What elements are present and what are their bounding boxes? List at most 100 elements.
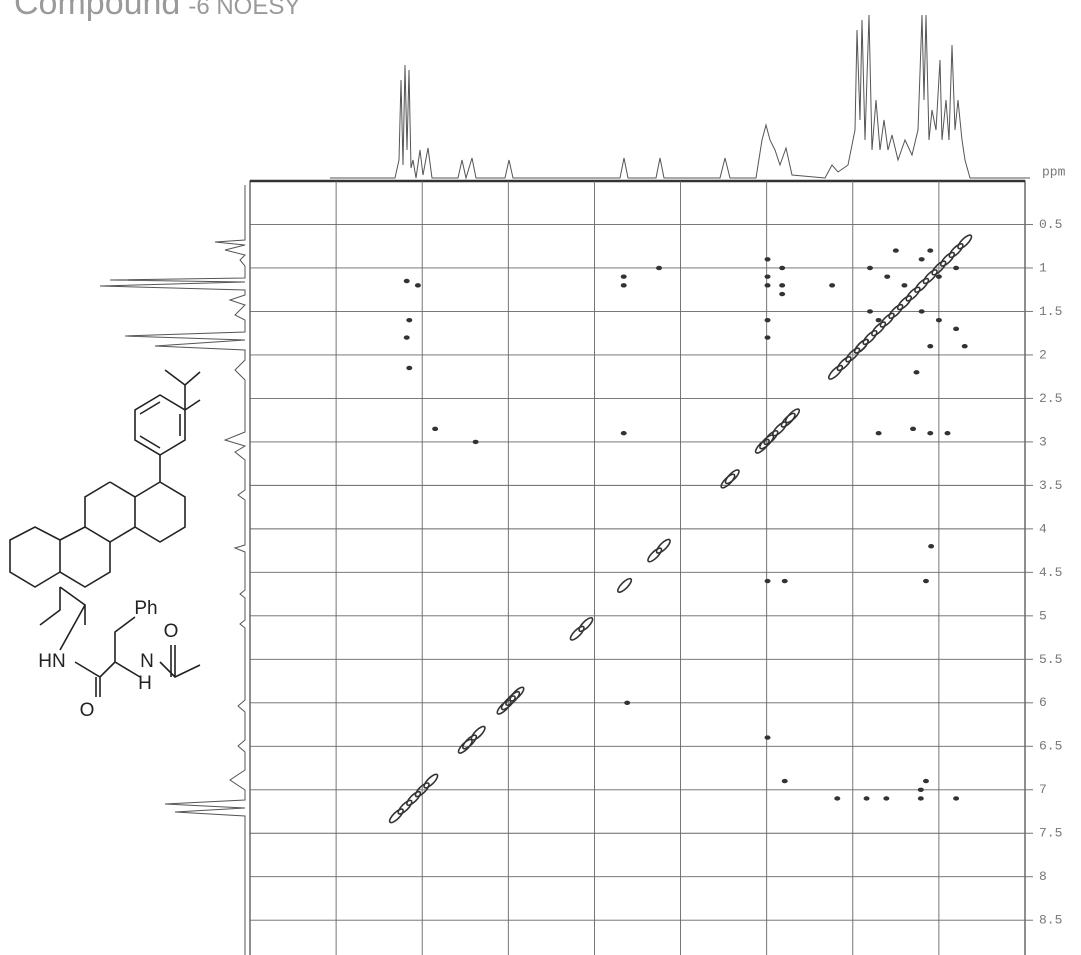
diagonal-peak <box>939 251 956 267</box>
diagonal-peak <box>470 725 486 741</box>
cross-peak <box>472 439 479 445</box>
y-tick-label: 5.5 <box>1039 652 1062 667</box>
y-tick-label: 5 <box>1039 608 1047 623</box>
diagonal-peak <box>888 303 904 320</box>
diagonal-peak <box>505 690 521 707</box>
cross-peak <box>875 317 882 323</box>
diagonal-peak <box>853 338 869 354</box>
structure-label: HN <box>38 651 65 672</box>
cross-peak <box>910 426 917 432</box>
diagonal-peak <box>845 347 861 363</box>
cross-peak <box>935 274 942 279</box>
cross-peak <box>620 274 627 279</box>
cross-peak <box>883 796 890 801</box>
structure-label: O <box>164 621 179 642</box>
cross-peak <box>834 796 841 801</box>
diagonal-peak <box>462 734 478 750</box>
diagonal-peak <box>948 243 964 259</box>
cross-peak <box>779 291 786 297</box>
cross-peak <box>764 578 771 584</box>
y-tick-label: 6.5 <box>1039 739 1062 754</box>
y-tick-label: 7 <box>1039 782 1047 797</box>
diagonal-peak <box>655 538 671 554</box>
cross-peak <box>764 283 771 288</box>
y-tick-label: 3 <box>1039 434 1047 449</box>
diagonal-peak <box>896 295 912 311</box>
y-tick-label: 2.5 <box>1039 391 1062 406</box>
cross-peak <box>624 700 631 705</box>
diagonal-peak <box>578 616 594 633</box>
diagonal-peak <box>406 790 422 807</box>
diagonal-peak <box>647 547 663 563</box>
diagonal-peak <box>388 808 404 824</box>
cross-peak <box>927 344 934 349</box>
diagonal-peak <box>569 625 585 641</box>
cross-peak <box>917 787 924 792</box>
cross-peak <box>884 274 891 279</box>
left-projection <box>99 185 247 955</box>
diagonal-peak <box>617 577 633 593</box>
y-tick-label: 3.5 <box>1039 478 1062 493</box>
chart-title: Compound -6 NOESY <box>14 0 300 22</box>
cross-peak <box>922 778 929 784</box>
cross-peak <box>867 309 874 314</box>
diagonal-peak <box>871 321 887 337</box>
cross-peak <box>928 544 935 549</box>
cross-peak <box>922 578 929 584</box>
cross-peak <box>764 274 771 279</box>
cross-peak <box>913 370 920 375</box>
y-tick-label: 4 <box>1039 521 1047 536</box>
title-suffix: -6 NOESY <box>188 0 300 20</box>
diagonal-peak <box>957 234 973 250</box>
cross-peak <box>901 283 908 288</box>
cross-peak <box>927 248 934 253</box>
cross-peak <box>918 257 925 262</box>
cross-peak <box>764 735 771 740</box>
cross-peak <box>779 265 786 271</box>
top-projection <box>330 14 1030 180</box>
cross-peak <box>406 317 413 323</box>
title-main: Compound <box>14 0 180 22</box>
cross-peak <box>432 426 439 432</box>
y-tick-label: 8 <box>1039 869 1047 884</box>
diagonal-peak <box>509 686 525 702</box>
cross-peak <box>781 778 788 784</box>
diagonal-peak <box>720 473 736 489</box>
diagonal-peak <box>931 260 947 276</box>
cross-peak <box>875 431 882 436</box>
diagonal-peak <box>914 277 930 293</box>
cross-peak <box>927 431 934 436</box>
diagonal-peak <box>922 269 938 285</box>
cross-peak <box>917 796 924 801</box>
diagonal-peak <box>423 773 439 789</box>
diagonal-peak <box>414 782 430 798</box>
y-tick-label: 0.5 <box>1039 217 1062 232</box>
cross-peak <box>953 796 960 801</box>
structure-label: N <box>140 651 154 672</box>
plot-frame <box>249 180 1026 955</box>
cross-peak <box>406 365 413 371</box>
diagonal-peak <box>496 699 512 715</box>
diagonal-peak <box>754 438 770 454</box>
cross-peak <box>863 796 870 801</box>
cross-peak <box>918 309 925 314</box>
y-tick-label: 1 <box>1039 260 1047 275</box>
diagonal-peak <box>763 429 779 446</box>
cross-peak <box>764 257 771 262</box>
structure <box>9 369 201 697</box>
diagonal-peak <box>397 799 413 815</box>
cross-peak <box>829 283 836 288</box>
cross-peak <box>414 283 421 288</box>
diagonal-peak <box>879 312 895 328</box>
y-tick-label: 7.5 <box>1039 826 1062 841</box>
y-tick-label: 4.5 <box>1039 565 1062 580</box>
cross-peak <box>656 265 663 271</box>
cross-peak <box>953 265 960 271</box>
cross-peak <box>764 317 771 323</box>
cross-peak <box>781 578 788 584</box>
cross-peak <box>892 248 899 253</box>
structure-label: H <box>138 673 152 694</box>
cross-peak <box>403 335 410 340</box>
cross-peak <box>867 265 874 271</box>
